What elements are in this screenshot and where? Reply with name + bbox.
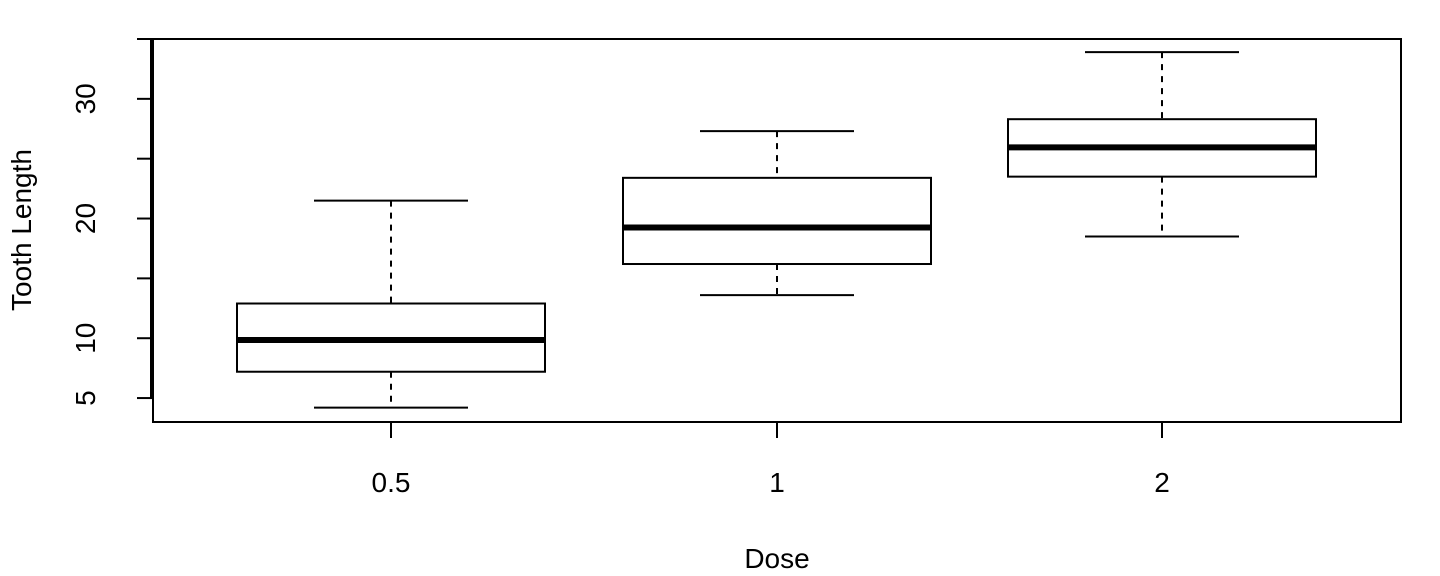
- y-axis-label: Tooth Length: [6, 149, 37, 311]
- iqr-box: [622, 176, 932, 266]
- x-tick-label: 1: [769, 467, 785, 498]
- x-tick-label: 0.5: [372, 467, 411, 498]
- boxplot-0.5: [236, 199, 546, 409]
- y-tick-label: 10: [70, 323, 101, 354]
- boxplot-1: [622, 130, 932, 297]
- y-tick-label: 5: [70, 390, 101, 406]
- y-tick-label: 20: [70, 203, 101, 234]
- y-tick-label: 30: [70, 83, 101, 114]
- x-axis: 0.5 1 2: [372, 422, 1170, 498]
- x-axis-label: Dose: [744, 543, 809, 574]
- y-axis: 5 10 20 30: [70, 38, 153, 406]
- boxplot-2: [1007, 51, 1317, 238]
- boxplot-series: [236, 51, 1317, 409]
- x-tick-label: 2: [1154, 467, 1170, 498]
